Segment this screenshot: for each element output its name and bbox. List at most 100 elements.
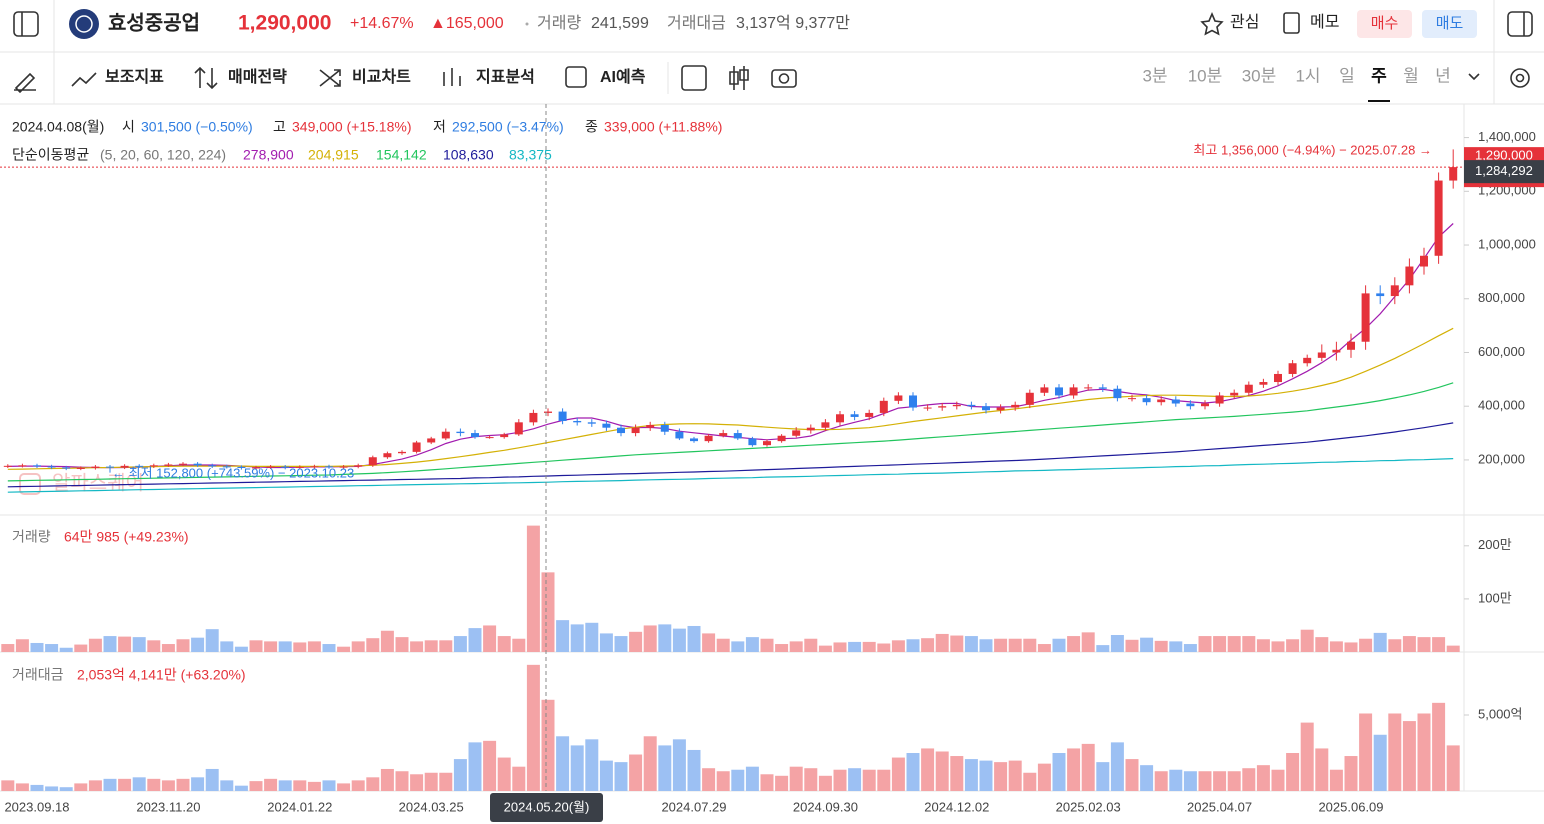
volume-bar [585, 622, 599, 652]
candle-body [952, 404, 961, 407]
draw-icon[interactable] [14, 72, 36, 94]
amount-bar [1329, 769, 1343, 791]
candle-body [412, 442, 421, 452]
tool-button[interactable]: AI예측 [600, 68, 646, 86]
volume-bar [570, 624, 584, 652]
x-tick-label: 2023.11.20 [136, 799, 200, 814]
amount-bar [351, 780, 365, 791]
amount-bar [74, 783, 88, 791]
volume-bar [687, 625, 701, 652]
amount-bar [672, 739, 686, 791]
memo-button[interactable]: 메모 [1310, 13, 1339, 31]
screenshot[interactable] [771, 69, 797, 88]
amount-bar [1023, 772, 1037, 791]
buy-button[interactable] [1357, 10, 1412, 38]
change-pct: +14.67% [350, 15, 414, 32]
period-button[interactable]: 일 [1339, 66, 1355, 85]
candle-body [938, 406, 947, 408]
candle-body [325, 466, 333, 468]
ma-line [7, 422, 1454, 488]
volume-bar [658, 624, 672, 652]
candle-body [587, 422, 596, 424]
period-button[interactable]: 월 [1403, 66, 1419, 85]
ma-line [7, 458, 1454, 493]
volume-bar [950, 635, 964, 652]
amount-bar [322, 780, 336, 791]
volume-bar [1446, 645, 1460, 652]
amount-bar [848, 768, 862, 791]
amount-bar [950, 756, 964, 791]
company-logo [69, 9, 99, 39]
candle-body [1011, 404, 1020, 408]
candle-body [763, 441, 771, 446]
period-button[interactable]: 30분 [1242, 66, 1277, 85]
crosshair-tag [490, 793, 603, 822]
settings[interactable] [1510, 68, 1530, 88]
watch-button[interactable]: 관심 [1230, 13, 1259, 31]
volume-bar [702, 633, 716, 652]
period-button[interactable]: 10분 [1188, 66, 1223, 85]
candle-body [792, 430, 801, 436]
amount-bar [45, 786, 59, 791]
legend-entry: 204,915 [308, 147, 359, 163]
shape-tool[interactable] [681, 65, 707, 91]
x-tick-label: 2023.09.18 [4, 799, 69, 814]
candle-body [120, 465, 129, 468]
tool-button[interactable]: 보조지표 [105, 68, 164, 86]
amount-bar [483, 740, 497, 791]
volume-bar [643, 625, 657, 652]
volume-bar [1023, 638, 1037, 652]
period-button[interactable]: 1시 [1295, 66, 1320, 85]
amount-bar [410, 774, 424, 791]
candle-body [456, 431, 465, 434]
amount-bar [468, 742, 482, 791]
star-icon[interactable] [1200, 11, 1224, 36]
volume-bar [906, 639, 920, 652]
period-button[interactable]: 3분 [1142, 66, 1167, 85]
candle-body [135, 465, 144, 467]
sell-button[interactable] [1422, 10, 1477, 38]
toolbar [0, 62, 1544, 105]
amount-bar [512, 766, 526, 791]
candle-body [368, 457, 377, 466]
volume-pane-label: 거래량 [12, 529, 51, 545]
candle-body [237, 466, 246, 468]
amount-bar [541, 699, 555, 791]
tool-button[interactable]: 지표분석 [476, 68, 535, 86]
candle-body [529, 412, 538, 423]
amount-bar [1256, 765, 1270, 791]
volume-bar [526, 525, 540, 652]
candle-type[interactable] [729, 66, 749, 90]
volume-bar [1037, 644, 1051, 652]
legend-entry: 278,900 [243, 147, 294, 163]
memo-icon[interactable] [1283, 12, 1300, 34]
tool-button[interactable]: 비교차트 [352, 68, 411, 86]
amount-pane-label: 거래대금 [12, 667, 64, 683]
volume-bar [1402, 636, 1416, 652]
amount-bar [658, 745, 672, 791]
candle-body [1347, 341, 1355, 350]
amount-bar [234, 785, 248, 791]
candle-body [222, 466, 231, 468]
amount-bar [964, 759, 978, 791]
strategy-icon [194, 66, 218, 90]
volume-bar [410, 641, 424, 652]
sidebar-toggle[interactable] [13, 11, 39, 37]
amount-bar [307, 781, 321, 791]
period-button[interactable]: 년 [1435, 66, 1451, 85]
info-close: 339,000 (+11.88%) [604, 119, 722, 135]
volume-bar [1213, 636, 1227, 652]
panel-toggle[interactable] [1507, 11, 1533, 37]
amount-bar [1081, 743, 1095, 791]
candle-body [1420, 255, 1428, 267]
plot [1, 149, 1460, 791]
candle-body [646, 425, 655, 428]
period-dropdown[interactable] [1468, 73, 1480, 81]
volume-bar [1242, 636, 1256, 652]
volume-bar [1359, 638, 1373, 652]
amount-pane-value: 2,053억 4,141만 (+63.20%) [77, 667, 246, 683]
candle-body [1186, 403, 1195, 407]
x-tick-label: 2024.07.29 [661, 799, 726, 814]
period-button[interactable]: 주 [1371, 66, 1387, 85]
tool-button[interactable]: 매매전략 [228, 67, 287, 86]
